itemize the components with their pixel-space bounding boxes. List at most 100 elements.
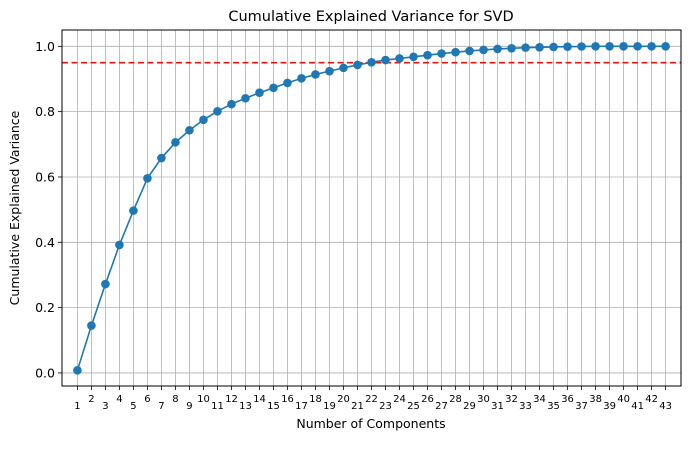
data-point bbox=[241, 93, 250, 103]
data-point bbox=[535, 43, 544, 52]
data-point bbox=[591, 42, 600, 51]
x-tick-label: 38 bbox=[589, 394, 602, 405]
data-point bbox=[577, 42, 586, 51]
data-point bbox=[661, 42, 670, 51]
data-point bbox=[283, 78, 292, 88]
data-point bbox=[367, 58, 376, 67]
data-point bbox=[479, 45, 488, 55]
data-point bbox=[563, 42, 572, 51]
data-point bbox=[493, 44, 502, 54]
x-axis-label: Number of Components bbox=[296, 416, 445, 431]
series bbox=[73, 42, 670, 375]
x-tick-label: 42 bbox=[645, 394, 658, 405]
x-tick-label: 26 bbox=[421, 394, 434, 405]
x-tick-label: 3 bbox=[102, 401, 108, 412]
data-point bbox=[339, 63, 348, 73]
data-point bbox=[213, 107, 222, 116]
x-tick-label: 24 bbox=[393, 394, 406, 405]
x-tick-label: 17 bbox=[295, 401, 308, 412]
data-point bbox=[395, 54, 404, 63]
data-point bbox=[353, 60, 362, 70]
x-tick-label: 31 bbox=[491, 401, 504, 412]
data-point bbox=[171, 138, 180, 147]
x-tick-label: 32 bbox=[505, 394, 518, 405]
x-tick-label: 19 bbox=[323, 401, 336, 412]
y-tick-label: 0.2 bbox=[35, 300, 55, 315]
y-tick-label: 0.6 bbox=[35, 169, 55, 184]
y-axis: 0.0 0.2 0.4 0.6 0.8 1.0 bbox=[35, 39, 62, 380]
data-point bbox=[297, 74, 306, 83]
x-tick-label: 41 bbox=[631, 401, 644, 412]
x-tick-label: 4 bbox=[116, 394, 122, 405]
data-point bbox=[409, 52, 418, 62]
x-tick-label: 12 bbox=[225, 394, 238, 405]
x-tick-label: 18 bbox=[309, 394, 322, 405]
data-point bbox=[129, 206, 138, 215]
x-tick-label: 36 bbox=[561, 394, 574, 405]
x-tick-label: 30 bbox=[477, 394, 490, 405]
x-tick-label: 28 bbox=[449, 394, 462, 405]
x-tick-label: 1 bbox=[74, 401, 80, 412]
x-tick-label: 6 bbox=[144, 394, 150, 405]
x-tick-label: 21 bbox=[351, 401, 364, 412]
data-point bbox=[101, 279, 110, 289]
data-point bbox=[143, 173, 152, 183]
x-tick-label: 33 bbox=[519, 401, 532, 412]
data-point bbox=[437, 49, 446, 58]
y-tick-label: 0.8 bbox=[35, 104, 55, 119]
x-tick-label: 37 bbox=[575, 401, 588, 412]
x-tick-label: 16 bbox=[281, 394, 294, 405]
data-point bbox=[619, 42, 628, 51]
x-tick-label: 20 bbox=[337, 394, 350, 405]
x-tick-label: 22 bbox=[365, 394, 378, 405]
y-axis-label: Cumulative Explained Variance bbox=[7, 110, 22, 305]
y-tick-label: 0.4 bbox=[35, 235, 55, 250]
data-point bbox=[157, 153, 166, 163]
data-point bbox=[325, 66, 334, 76]
data-point bbox=[311, 70, 320, 79]
data-point bbox=[199, 115, 208, 125]
data-point bbox=[87, 321, 96, 330]
x-tick-label: 2 bbox=[88, 394, 94, 405]
grid bbox=[62, 30, 681, 386]
x-tick-label: 43 bbox=[659, 401, 672, 412]
data-point bbox=[269, 83, 278, 93]
x-tick-label: 14 bbox=[253, 394, 266, 405]
y-tick-label: 0.0 bbox=[35, 365, 55, 380]
x-tick-label: 10 bbox=[197, 394, 210, 405]
x-tick-label: 23 bbox=[379, 401, 392, 412]
x-tick-label: 13 bbox=[239, 401, 252, 412]
x-tick-label: 27 bbox=[435, 401, 448, 412]
x-tick-label: 8 bbox=[172, 394, 178, 405]
data-point bbox=[465, 46, 474, 56]
x-tick-label: 35 bbox=[547, 401, 560, 412]
data-point bbox=[633, 42, 642, 51]
x-tick-label: 34 bbox=[533, 394, 546, 405]
data-point bbox=[549, 42, 558, 52]
x-axis: 1234567891011121314151617181920212223242… bbox=[74, 386, 672, 412]
chart-title: Cumulative Explained Variance for SVD bbox=[228, 9, 513, 25]
data-point bbox=[185, 125, 194, 135]
data-point bbox=[115, 240, 124, 250]
x-tick-label: 9 bbox=[186, 401, 192, 412]
data-point bbox=[227, 99, 236, 109]
x-tick-label: 40 bbox=[617, 394, 630, 405]
data-point bbox=[73, 366, 82, 375]
data-point bbox=[381, 55, 390, 65]
data-point bbox=[507, 43, 516, 53]
data-point bbox=[423, 50, 432, 60]
data-point bbox=[605, 42, 614, 51]
x-tick-label: 7 bbox=[158, 401, 164, 412]
x-tick-label: 25 bbox=[407, 401, 420, 412]
x-tick-label: 29 bbox=[463, 401, 476, 412]
x-tick-label: 15 bbox=[267, 401, 280, 412]
data-point bbox=[451, 47, 460, 57]
data-point bbox=[647, 42, 656, 51]
x-tick-label: 39 bbox=[603, 401, 616, 412]
y-tick-label: 1.0 bbox=[35, 39, 55, 54]
x-tick-label: 11 bbox=[211, 401, 224, 412]
data-point bbox=[255, 88, 264, 98]
x-tick-label: 5 bbox=[130, 401, 136, 412]
data-point bbox=[521, 43, 530, 52]
